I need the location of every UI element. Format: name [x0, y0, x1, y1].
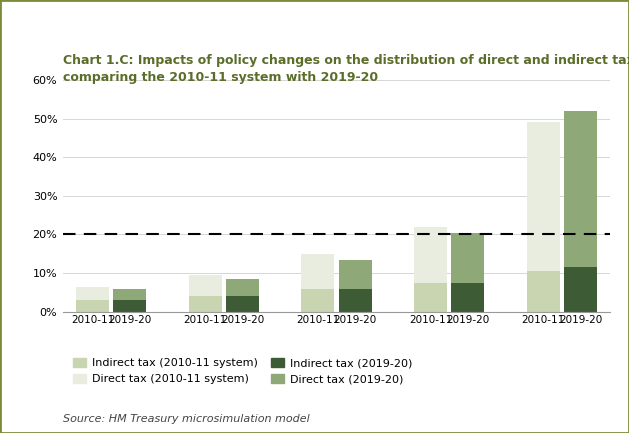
Bar: [526, 123, 560, 271]
Bar: [338, 288, 372, 312]
Bar: [564, 111, 597, 267]
Bar: [526, 271, 560, 312]
Bar: [564, 267, 597, 312]
Bar: [76, 300, 109, 312]
Bar: [414, 227, 447, 283]
Bar: [113, 288, 147, 300]
Bar: [189, 275, 221, 296]
Bar: [301, 288, 335, 312]
Bar: [113, 300, 147, 312]
Bar: [226, 296, 259, 312]
Bar: [226, 279, 259, 296]
Text: Source: HM Treasury microsimulation model: Source: HM Treasury microsimulation mode…: [63, 414, 309, 424]
Bar: [452, 233, 484, 283]
Bar: [189, 296, 221, 312]
Legend: Indirect tax (2010-11 system), Direct tax (2010-11 system), Indirect tax (2019-2: Indirect tax (2010-11 system), Direct ta…: [69, 353, 416, 388]
Bar: [452, 283, 484, 312]
Bar: [338, 260, 372, 288]
Text: Chart 1.C: Impacts of policy changes on the distribution of direct and indirect : Chart 1.C: Impacts of policy changes on …: [63, 54, 629, 84]
Bar: [76, 287, 109, 300]
Bar: [301, 254, 335, 288]
Bar: [414, 283, 447, 312]
